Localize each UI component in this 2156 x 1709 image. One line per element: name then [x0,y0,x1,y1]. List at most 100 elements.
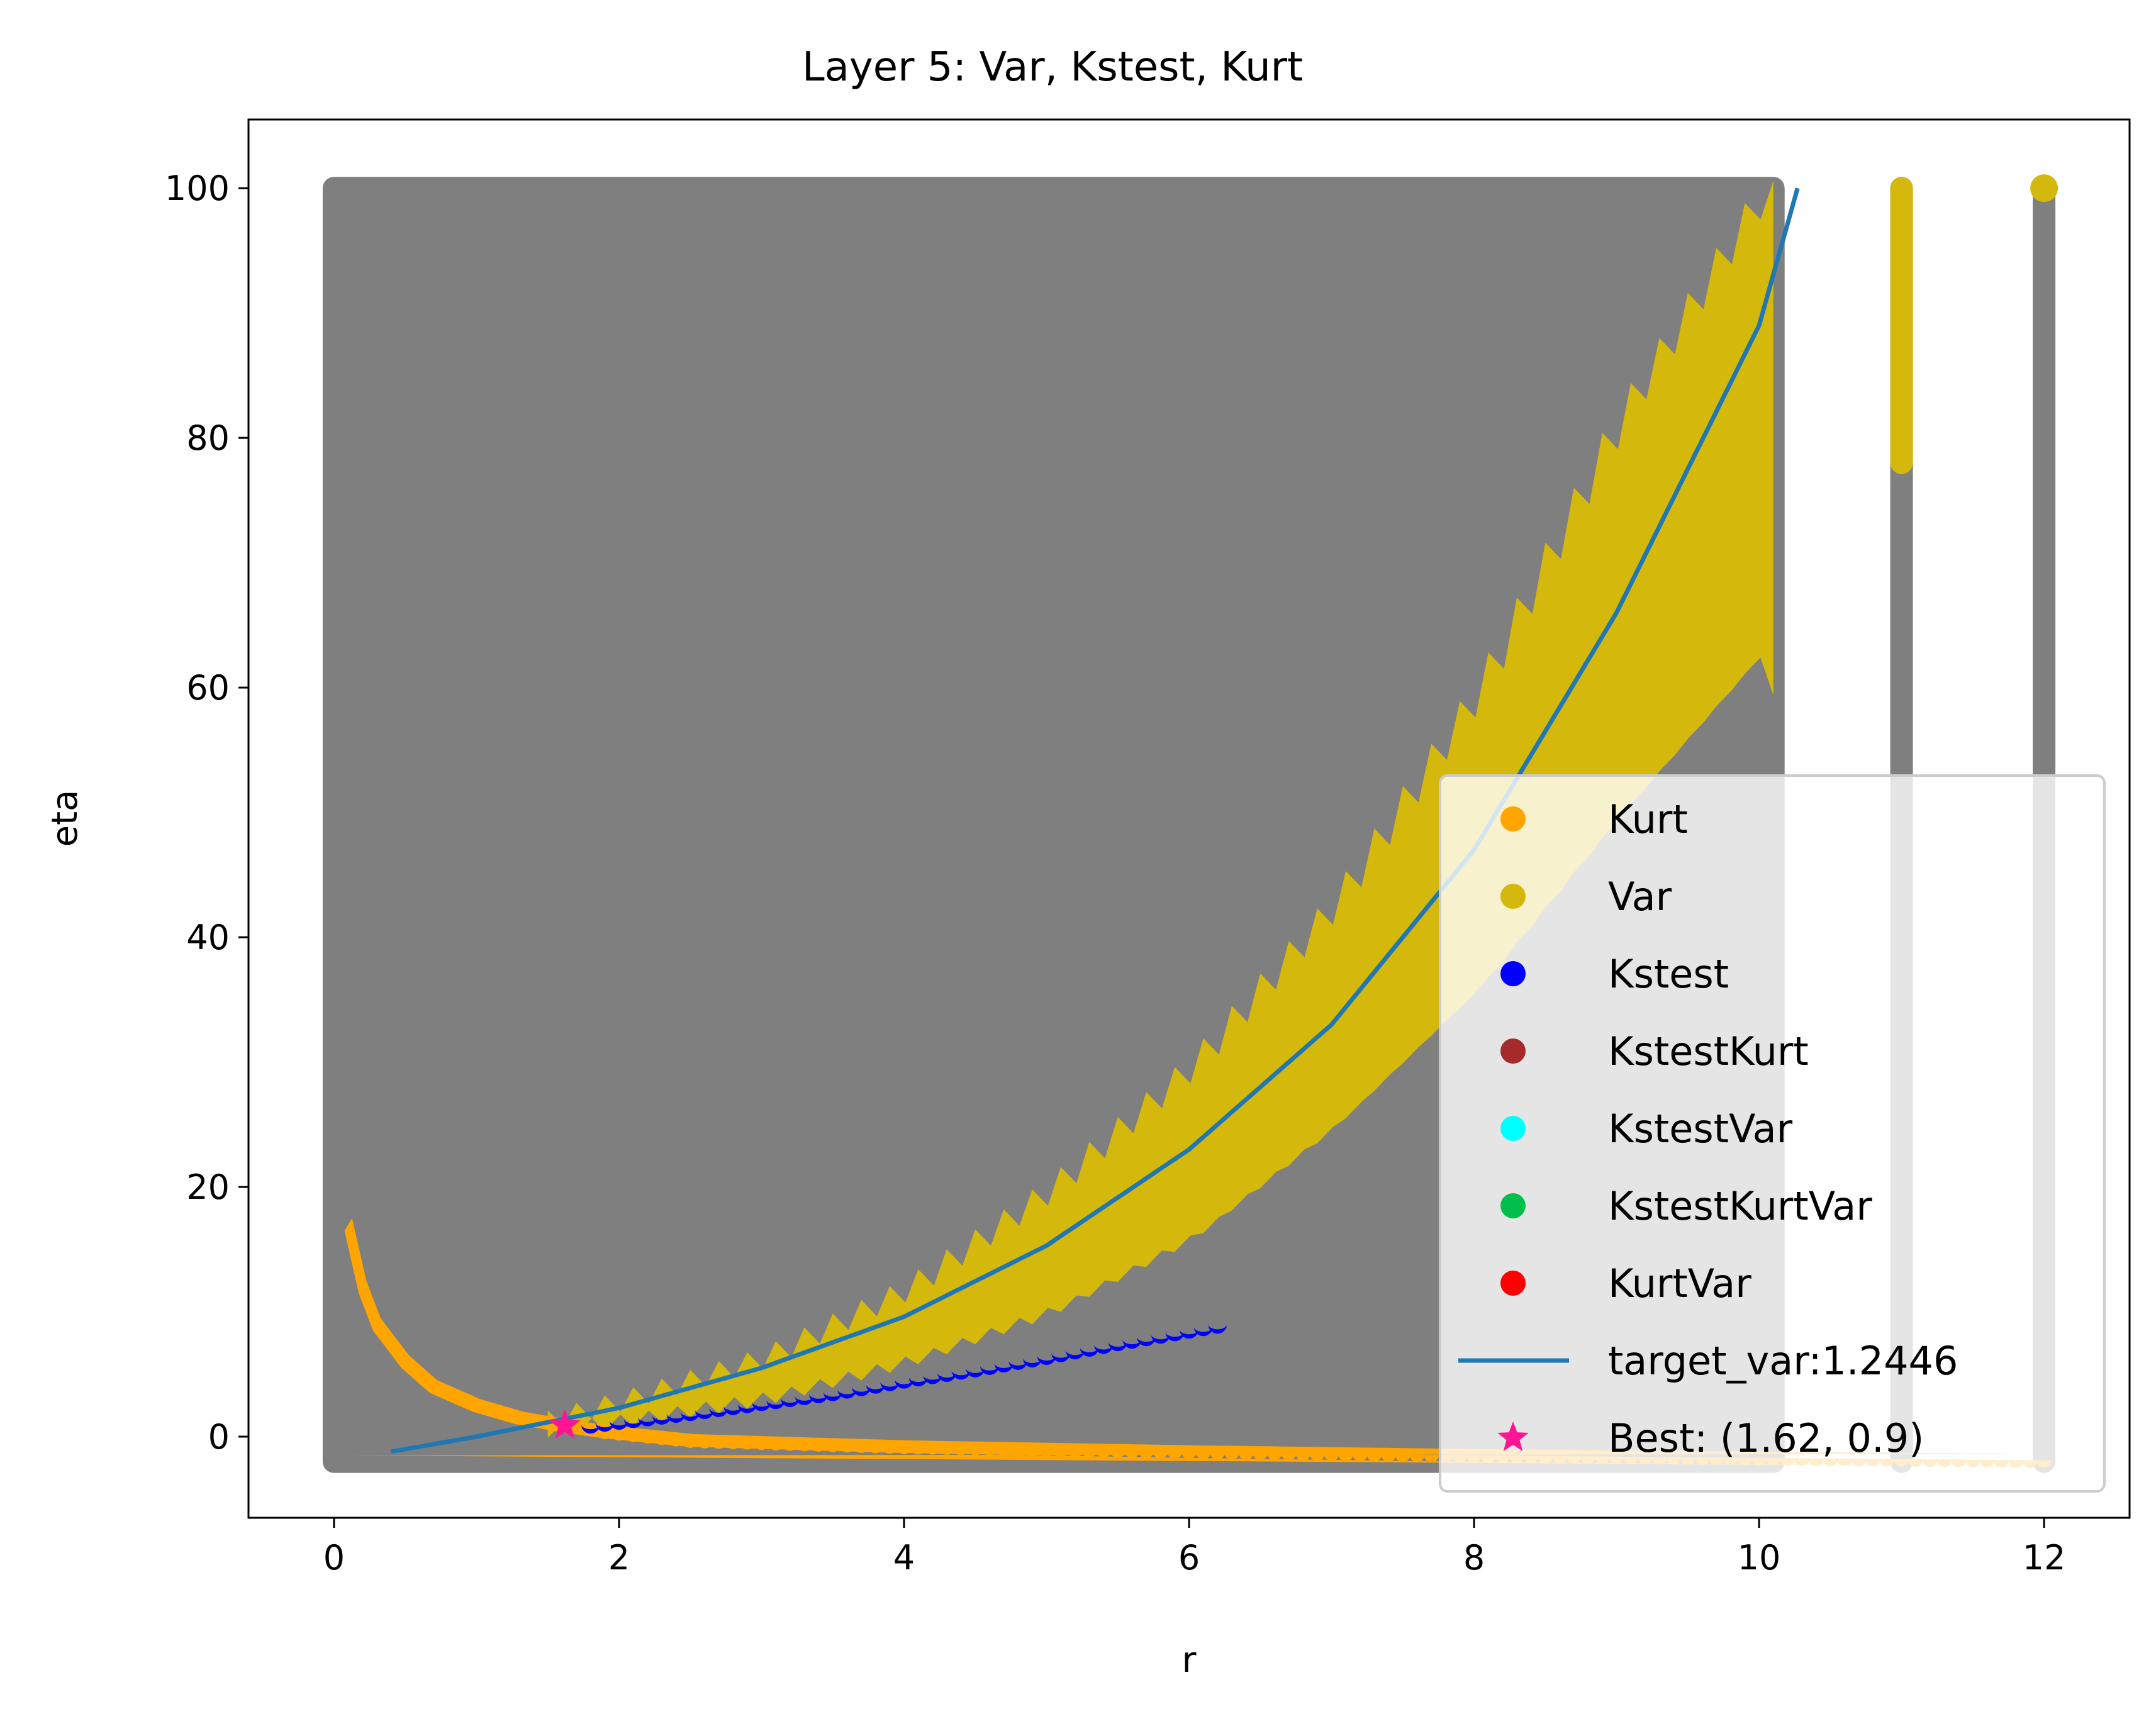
legend-label: KstestVar [1608,1106,1793,1152]
best-marker [549,1409,581,1439]
legend-swatch [1500,806,1526,832]
kurt-point [654,1437,669,1445]
kurt-point [1281,1452,1297,1461]
kurt-point [683,1440,698,1448]
kurt-point [1181,1451,1197,1459]
kstest-point [638,1417,657,1427]
legend-frame [1439,774,2106,1493]
kstest-point [809,1393,829,1403]
kstest-point [994,1362,1014,1372]
kstest-point [623,1418,643,1428]
legend-swatch [1500,1271,1526,1296]
legend-label: Var [1608,874,1672,920]
y-tick-label: 60 [186,668,230,708]
kstest-point [1122,1339,1142,1349]
kstest-point [581,1424,600,1434]
kstest-point [894,1379,913,1389]
x-tick-label: 0 [323,1538,345,1578]
kurt-point [1338,1454,1354,1462]
kstest-points [581,1324,1227,1434]
kstest-point [1094,1344,1114,1354]
kstest-point [1180,1329,1198,1339]
kurt-point [1324,1453,1339,1461]
kstest-point [1065,1350,1085,1360]
kstest-point [852,1386,871,1396]
kstest-point [837,1389,857,1399]
kurt-point [896,1446,912,1454]
kurt-point [1210,1452,1226,1460]
kstest-point [695,1410,714,1420]
legend-swatch [1500,884,1526,909]
kstest-point [795,1395,814,1405]
kstest-point [737,1403,757,1413]
kurt-point [754,1442,769,1450]
y-tick-label: 0 [208,1417,230,1457]
kurt-point [597,1432,613,1440]
kurt-point [825,1444,841,1452]
kurt-point [1352,1454,1368,1462]
legend-label: Best: (1.62, 0.9) [1608,1415,1924,1461]
target-var-line [390,187,1800,1454]
kurt-point [1067,1449,1083,1457]
kstest-point [866,1384,885,1394]
kurt-point [739,1442,755,1450]
kurt-point [939,1447,954,1456]
kstest-point [1137,1337,1156,1347]
y-tick-label: 100 [165,169,230,208]
x-tick-label: 2 [608,1538,630,1578]
kstest-point [908,1377,928,1387]
legend-star-swatch [1497,1422,1529,1451]
kurt-point [882,1446,898,1454]
legend-label: Kstest [1608,951,1729,997]
kstest-point [1022,1357,1042,1367]
kstest-point [980,1365,999,1375]
kurt-point [981,1448,997,1456]
kurt-point [1409,1454,1425,1462]
kurt-point [854,1445,869,1453]
kstest-point [1208,1324,1227,1334]
kurt-point [910,1447,926,1455]
kurt-point [725,1441,741,1449]
gray-region-0 [322,177,1785,1473]
kstest-point [1008,1360,1028,1370]
y-axis-label: eta [45,790,86,847]
best-star [549,1409,581,1439]
legend-swatch [1500,1193,1526,1218]
kurt-point [1381,1454,1397,1462]
kstest-point [723,1405,743,1415]
x-tick-label: 12 [2023,1538,2066,1578]
legend-label: KstestKurtVar [1608,1183,1872,1229]
x-tick-label: 10 [1738,1538,1781,1578]
kurt-point [1424,1454,1439,1462]
legend-label: target_var:1.2446 [1608,1338,1958,1384]
legend: KurtVarKstestKstestKurtKstestVarKstestKu… [1439,774,2106,1493]
kurt-point [1167,1451,1183,1459]
x-tick-label: 8 [1463,1538,1485,1578]
kurt-point [1053,1449,1069,1457]
kurt-point [1238,1452,1254,1460]
kurt-point [1124,1450,1140,1459]
chart-title: Layer 5: Var, Kstest, Kurt [802,44,1303,91]
kstest-point [1051,1352,1071,1362]
kurt-point [1010,1449,1026,1457]
kstest-point [937,1372,956,1382]
kurt-point [711,1441,727,1449]
kstest-point [609,1420,628,1430]
kstest-point [1151,1334,1170,1344]
kstest-point [780,1398,800,1408]
kurt-point [796,1444,812,1452]
y-tick-label: 40 [186,918,230,957]
kstest-point [1165,1332,1185,1342]
legend-swatch [1500,1038,1526,1064]
kstest-point [666,1413,686,1423]
kurt-point [611,1433,627,1441]
kurt-point [1224,1452,1239,1460]
kurt-point [953,1447,969,1456]
kurt-point [925,1447,941,1455]
kurt-point [968,1447,983,1456]
var-column-r11 [1890,177,1913,474]
kstest-point [681,1411,700,1422]
kurt-point [996,1448,1012,1456]
y-axis: 0 20 40 60 80 100 [165,169,249,1457]
kurt-point [1266,1452,1282,1461]
